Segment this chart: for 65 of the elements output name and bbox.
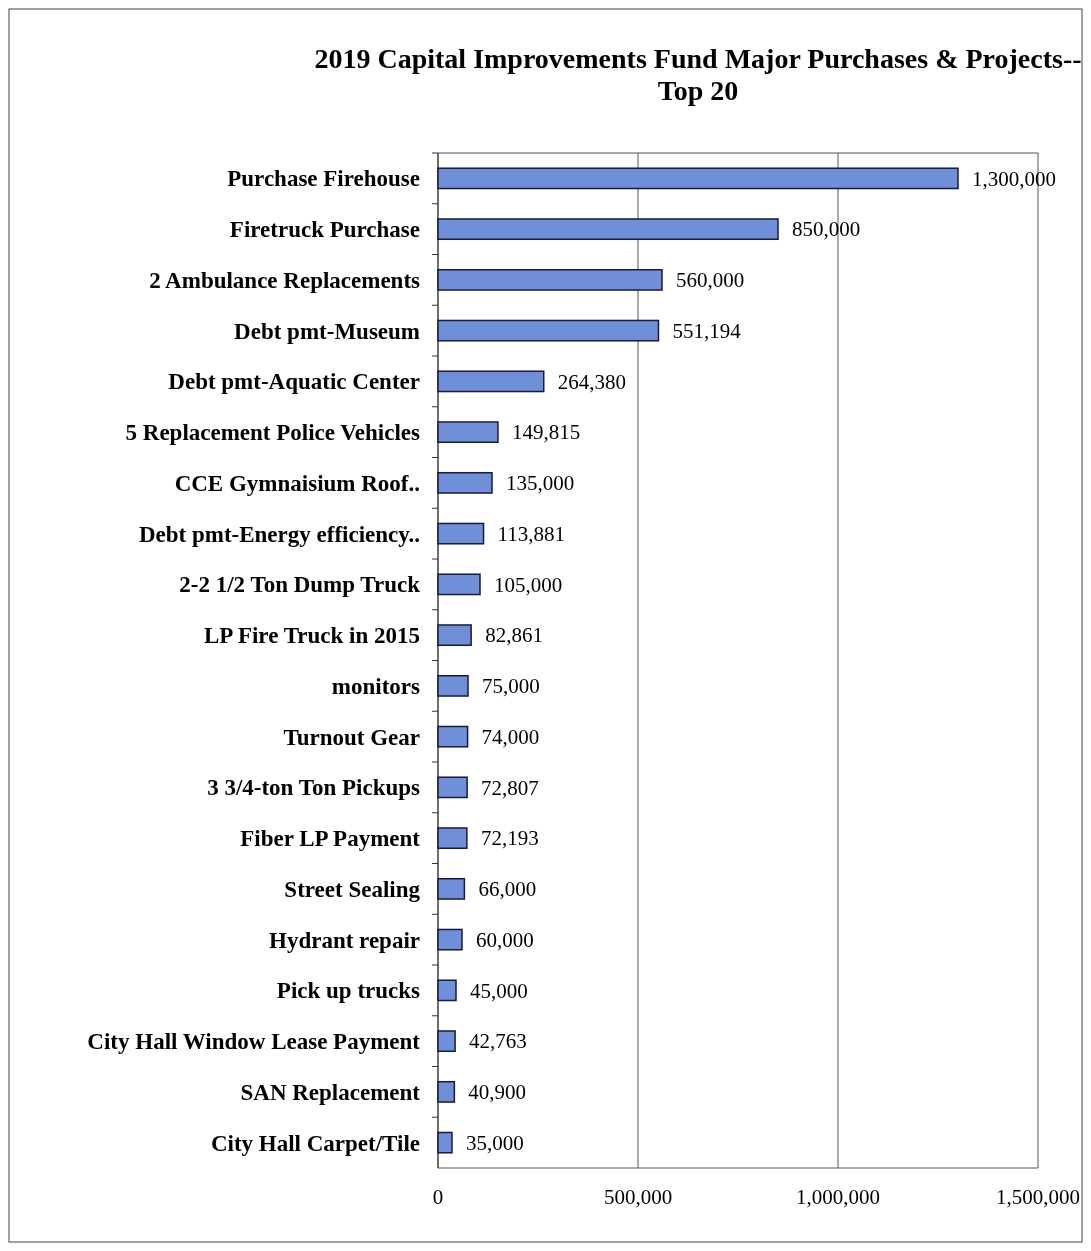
data-label: 72,807 (481, 775, 539, 800)
y-tick-label: Firetruck Purchase (229, 217, 420, 243)
bar (437, 674, 469, 697)
y-tick-label: Debt pmt-Museum (234, 318, 420, 344)
data-label: 551,194 (672, 318, 742, 343)
y-tick-label: Purchase Firehouse (227, 166, 420, 192)
y-tick-label: Turnout Gear (283, 724, 420, 750)
y-tick-label: SAN Replacement (240, 1079, 421, 1105)
bar (437, 421, 499, 444)
bar (437, 370, 545, 393)
bar (437, 218, 779, 241)
data-label: 45,000 (470, 978, 528, 1003)
bar (437, 776, 468, 799)
bar (437, 877, 466, 900)
y-tick-label: monitors (331, 673, 421, 699)
bar (437, 471, 493, 494)
data-label: 66,000 (478, 877, 537, 902)
y-tick-label: 5 Replacement Police Vehicles (125, 420, 421, 446)
data-label: 560,000 (676, 268, 745, 293)
y-tick-label: Pick up trucks (276, 978, 421, 1004)
y-tick-label: 2 Ambulance Replacements (149, 267, 421, 293)
bar (437, 167, 959, 190)
bar (437, 319, 660, 342)
y-tick-label: 3 3/4-ton Ton Pickups (207, 775, 421, 801)
y-tick-label: Debt pmt-Energy efficiency.. (138, 521, 420, 547)
y-tick-label: City Hall Carpet/Tile (210, 1130, 420, 1156)
data-label: 135,000 (506, 471, 575, 496)
bar (437, 725, 469, 748)
data-label: 35,000 (466, 1130, 524, 1155)
data-label: 60,000 (476, 927, 534, 952)
bar (437, 1080, 456, 1103)
x-tick-label: 500,000 (603, 1185, 673, 1209)
y-tick-label: Fiber LP Payment (240, 826, 421, 852)
data-label: 42,763 (469, 1029, 527, 1054)
y-tick-label: LP Fire Truck in 2015 (204, 623, 420, 649)
data-label: 72,193 (480, 826, 539, 851)
y-tick-label: Debt pmt-Aquatic Center (168, 369, 420, 395)
data-label: 850,000 (792, 217, 861, 242)
y-tick-label: 2-2 1/2 Ton Dump Truck (179, 572, 421, 598)
x-tick-label: 0 (432, 1185, 444, 1209)
bar (437, 624, 472, 647)
y-tick-label: Street Sealing (284, 876, 421, 902)
data-label: 74,000 (481, 724, 540, 749)
bar (437, 928, 463, 951)
bar (437, 1131, 453, 1154)
y-tick-label: City Hall Window Lease Payment (87, 1029, 421, 1055)
y-tick-label: Hydrant repair (269, 927, 420, 953)
bar (437, 1030, 456, 1053)
data-label: 40,900 (468, 1080, 527, 1105)
bar (437, 573, 481, 596)
data-label: 1,300,000 (972, 166, 1056, 191)
data-label: 105,000 (494, 572, 563, 597)
x-tick-label: 1,000,000 (796, 1185, 880, 1209)
chart-title: 2019 Capital Improvements Fund Major Purchases & Projects-- Top 20 (314, 43, 1082, 106)
data-label: 113,881 (497, 521, 566, 546)
bar (437, 827, 468, 850)
x-tick-label: 1,500,000 (996, 1185, 1080, 1209)
data-label: 149,815 (511, 420, 581, 445)
bar (437, 522, 485, 545)
y-tick-label: CCE Gymnaisium Roof.. (174, 470, 420, 496)
data-label: 264,380 (557, 369, 626, 394)
data-label: 82,861 (485, 623, 543, 648)
bar (437, 979, 457, 1002)
bar (437, 268, 663, 291)
data-label: 75,000 (482, 674, 540, 699)
